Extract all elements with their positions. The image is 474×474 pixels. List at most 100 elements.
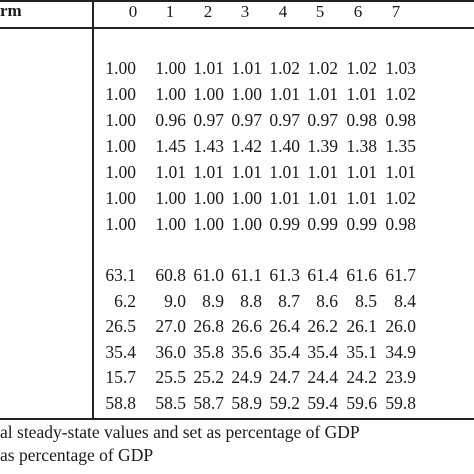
table-cell: 1.01 [269, 162, 300, 182]
table-cell: 1.00 [193, 214, 224, 234]
table-cell: 1.00 [105, 58, 136, 78]
table-cell: 6.2 [114, 290, 136, 311]
table-cell: 1.38 [346, 136, 377, 156]
table-cell: 58.5 [155, 392, 186, 413]
column-header: 0 [128, 2, 138, 21]
column-header: 6 [353, 2, 363, 21]
table-cell: 0.98 [385, 110, 416, 130]
table-cell: 1.00 [105, 136, 136, 156]
table-cell: 26.1 [346, 316, 377, 336]
table-cell: 35.4 [307, 341, 338, 362]
table-cell: 1.00 [193, 84, 224, 104]
table-cell: 25.5 [155, 367, 186, 387]
table-cell: 24.2 [346, 367, 377, 387]
table-cell: 1.00 [231, 84, 262, 104]
table-cell: 1.01 [346, 162, 377, 182]
column-header: 4 [278, 2, 288, 21]
table-cell: 26.5 [105, 316, 136, 336]
table-cell: 0.99 [307, 214, 338, 234]
table-cell: 0.96 [155, 110, 186, 130]
table-cell: 61.7 [385, 265, 416, 285]
table-cell: 0.97 [269, 110, 300, 130]
footnote-2: as percentage of GDP [0, 445, 154, 465]
table-cell: 1.00 [231, 188, 262, 208]
table-cell: 1.00 [105, 214, 136, 234]
table-cell: 59.2 [269, 392, 300, 413]
table-cell: 9.0 [164, 290, 186, 311]
table-cell: 1.01 [231, 162, 262, 182]
table-cell: 1.01 [307, 84, 338, 104]
top-rule [0, 0, 474, 2]
table-cell: 1.01 [307, 162, 338, 182]
table-cell: 35.1 [346, 341, 377, 362]
table-cell: 1.00 [193, 188, 224, 208]
table-cell: 1.02 [385, 84, 416, 104]
table-cell: 1.40 [269, 136, 300, 156]
table-cell: 1.01 [193, 162, 224, 182]
column-divider [92, 0, 94, 418]
table-cell: 1.00 [155, 84, 186, 104]
table-cell: 1.00 [155, 214, 186, 234]
table-cell: 35.4 [269, 341, 300, 362]
table-cell: 36.0 [155, 341, 186, 362]
table-cell: 1.02 [385, 188, 416, 208]
table-cell: 26.0 [385, 316, 416, 336]
table-cell: 1.01 [307, 188, 338, 208]
table-cell: 35.8 [193, 341, 224, 362]
table-cell: 24.4 [307, 367, 338, 387]
table-cell: 0.97 [307, 110, 338, 130]
table-cell: 59.8 [385, 392, 416, 413]
table-cell: 0.97 [193, 110, 224, 130]
table-cell: 8.6 [316, 290, 338, 311]
table-cell: 35.4 [105, 341, 136, 362]
table-cell: 1.02 [269, 58, 300, 78]
table-cell: 60.8 [155, 265, 186, 285]
table-cell: 1.01 [231, 58, 262, 78]
table-cell: 35.6 [231, 341, 262, 362]
table-cell: 1.00 [155, 188, 186, 208]
table-cell: 8.9 [202, 290, 224, 311]
bottom-rule [0, 418, 474, 420]
table-cell: 0.97 [231, 110, 262, 130]
column-header: 5 [315, 2, 325, 21]
table-cell: 1.00 [105, 110, 136, 130]
table-cell: 61.4 [307, 265, 338, 285]
table-cell: 61.3 [269, 265, 300, 285]
table-cell: 15.7 [105, 367, 136, 387]
table-cell: 58.7 [193, 392, 224, 413]
table-cell: 1.00 [105, 188, 136, 208]
table-cell: 1.01 [155, 162, 186, 182]
table-cell: 1.39 [307, 136, 338, 156]
table-cell: 8.4 [394, 290, 416, 311]
header-rule [0, 27, 474, 29]
table-cell: 61.0 [193, 265, 224, 285]
table-cell: 1.01 [385, 162, 416, 182]
table-cell: 1.01 [269, 84, 300, 104]
table-cell: 34.9 [385, 341, 416, 362]
table-cell: 27.0 [155, 316, 186, 336]
table-cell: 26.4 [269, 316, 300, 336]
column-header: 1 [165, 2, 175, 21]
table-cell: 61.6 [346, 265, 377, 285]
table-cell: 1.02 [346, 58, 377, 78]
table-cell: 0.99 [269, 214, 300, 234]
table-cell: 63.1 [105, 265, 136, 285]
table-cell: 26.8 [193, 316, 224, 336]
table-cell: 1.01 [346, 188, 377, 208]
table-cell: 1.00 [231, 214, 262, 234]
table-cell: 0.98 [346, 110, 377, 130]
table-cell: 1.00 [105, 162, 136, 182]
table-cell: 1.01 [346, 84, 377, 104]
table-cell: 1.45 [155, 136, 186, 156]
column-header: 3 [240, 2, 250, 21]
table-cell: 58.8 [105, 392, 136, 413]
table-cell: 1.03 [385, 58, 416, 78]
table-cell: 8.8 [240, 290, 262, 311]
table-cell: 24.7 [269, 367, 300, 387]
table-cell: 23.9 [385, 367, 416, 387]
table-cell: 58.9 [231, 392, 262, 413]
table-cell: 61.1 [231, 265, 262, 285]
table-cell: 59.4 [307, 392, 338, 413]
table-cell: 1.01 [193, 58, 224, 78]
